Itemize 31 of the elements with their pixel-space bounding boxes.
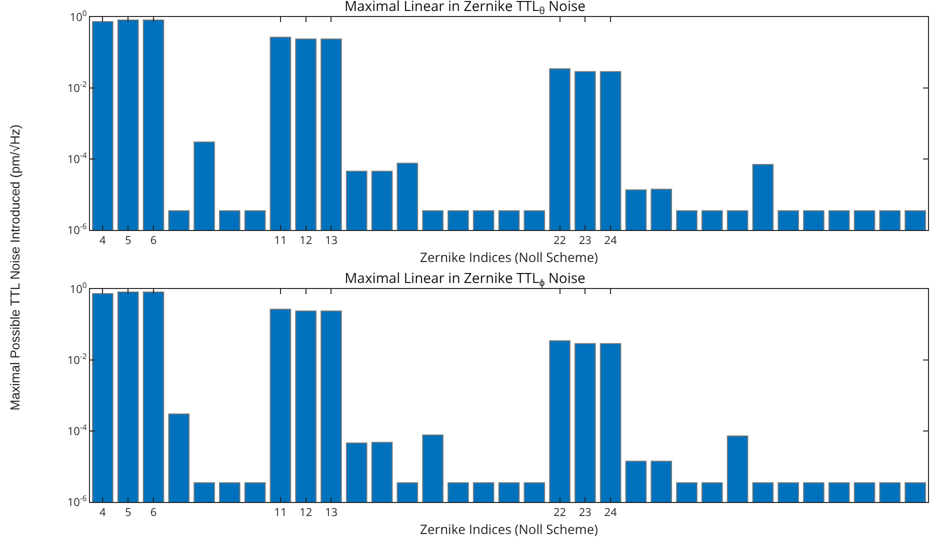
x-tick-label: 4: [100, 505, 107, 520]
x-tick-label: 22: [553, 505, 566, 520]
x-tick-label: 5: [124, 233, 132, 248]
y-tick-label: 10$^{0}$: [70, 281, 87, 297]
x-tick-label: 4: [100, 233, 107, 248]
x-tick-label: 24: [604, 505, 618, 520]
x-tick-label: 5: [124, 505, 132, 520]
x-tick-label: 22: [553, 233, 566, 248]
x-tick-label: 24: [604, 233, 618, 248]
x-tick-label: 13: [324, 233, 338, 248]
x-tick-label: 23: [578, 233, 592, 248]
chart-title: Maximal Linear in Zernike TTL$_{θ}$ Noise: [344, 0, 586, 18]
y-tick-label: 10$^{-2}$: [67, 352, 87, 368]
chart-title: Maximal Linear in Zernike TTL$_{ϕ}$ Noise: [344, 269, 586, 290]
x-tick-label: 13: [324, 505, 338, 520]
y-tick-label: 10$^{0}$: [70, 9, 87, 25]
x-tick-label: 12: [300, 233, 312, 248]
x-tick-label: 6: [150, 233, 157, 248]
x-tick-label: 11: [274, 505, 287, 520]
x-tick-label: 11: [274, 233, 287, 248]
x-tick-label: 6: [150, 505, 157, 520]
x-tick-label: 12: [300, 505, 312, 520]
x-axis-title: Zernike Indices (Noll Scheme): [420, 520, 598, 538]
y-axis-title: Maximal Possible TTL Noise Introduced (pm/√Hz): [8, 124, 22, 413]
y-tick-label: 10$^{-4}$: [67, 151, 88, 167]
x-axis-title: Zernike Indices (Noll Scheme): [420, 248, 598, 266]
y-tick-label: 10$^{-4}$: [67, 423, 88, 439]
x-tick-label: 23: [578, 505, 592, 520]
y-tick-label: 10$^{-6}$: [67, 494, 88, 510]
y-tick-label: 10$^{-2}$: [67, 80, 87, 96]
y-tick-label: 10$^{-6}$: [67, 222, 88, 238]
